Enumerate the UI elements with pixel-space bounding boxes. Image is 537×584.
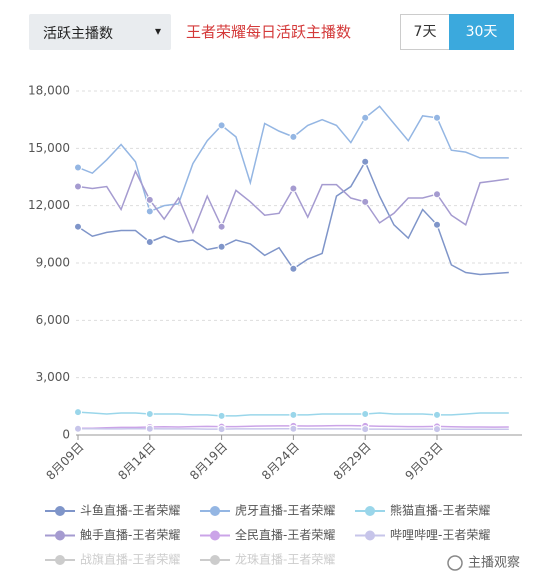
legend-item: 龙珠直播-王者荣耀 <box>200 553 335 567</box>
point <box>289 184 298 193</box>
point <box>217 121 226 130</box>
legend-marker <box>55 506 65 516</box>
x-tick-label: 8月19日 <box>187 440 230 483</box>
point <box>145 409 154 418</box>
point <box>289 264 298 273</box>
point <box>74 408 82 417</box>
legend-label: 全民直播-王者荣耀 <box>235 527 335 542</box>
legend-label: 虎牙直播-王者荣耀 <box>235 504 335 518</box>
point <box>74 163 82 172</box>
point <box>361 409 370 418</box>
point <box>217 411 226 420</box>
point <box>289 424 298 433</box>
point <box>361 197 370 206</box>
y-tick-label: 6,000 <box>36 313 70 327</box>
point <box>74 424 82 433</box>
point <box>433 425 441 434</box>
point <box>433 220 441 229</box>
legend-marker <box>210 555 220 565</box>
x-tick-label: 8月14日 <box>115 440 158 483</box>
point <box>361 157 370 166</box>
point <box>361 425 370 434</box>
point <box>361 113 370 122</box>
point <box>289 132 298 141</box>
range-button[interactable]: 30天 <box>449 14 514 50</box>
y-tick-label: 3,000 <box>36 370 70 384</box>
legend-label: 战旗直播-王者荣耀 <box>80 552 180 567</box>
legend-label: 熊猫直播-王者荣耀 <box>390 503 490 518</box>
dropdown[interactable]: 活跃主播数 ▾ <box>29 14 171 50</box>
watermark: 主播观察 <box>447 555 520 571</box>
x-tick-label: 8月09日 <box>44 440 87 483</box>
x-tick-label: 8月24日 <box>259 440 302 483</box>
x-tick-label: 9月03日 <box>403 440 446 483</box>
legend-label: 触手直播-王者荣耀 <box>80 528 180 542</box>
legend-label: 斗鱼直播-王者荣耀 <box>80 504 180 518</box>
legend-item: 虎牙直播-王者荣耀 <box>200 504 335 518</box>
y-tick-label: 9,000 <box>36 256 70 270</box>
legend-item: 斗鱼直播-王者荣耀 <box>45 504 180 518</box>
legend-item: 战旗直播-王者荣耀 <box>45 552 180 567</box>
legend-marker <box>365 506 375 516</box>
y-tick-label: 12,000 <box>28 198 70 212</box>
y-tick-label: 15,000 <box>28 141 70 155</box>
x-tick-label: 8月29日 <box>331 440 374 483</box>
dropdown-arrow: ▾ <box>155 24 162 38</box>
chart-title: 王者荣耀每日活跃主播数 <box>186 23 352 41</box>
legend-item: 触手直播-王者荣耀 <box>45 528 180 542</box>
point <box>145 424 154 433</box>
series-line <box>77 160 509 276</box>
point <box>433 410 441 419</box>
y-tick-label: 0 <box>62 428 70 442</box>
legend-marker <box>55 530 65 541</box>
dropdown-label: 活跃主播数 <box>43 26 113 42</box>
legend-marker <box>210 506 220 516</box>
legend-label: 哔哩哔哩-王者荣耀 <box>390 528 490 542</box>
legend-item: 全民直播-王者荣耀 <box>200 527 335 542</box>
legend-marker <box>365 530 375 541</box>
legend-marker <box>210 530 220 541</box>
point <box>433 113 441 122</box>
legend-item: 哔哩哔哩-王者荣耀 <box>355 528 490 542</box>
watermark-text: 主播观察 <box>468 556 520 571</box>
point <box>145 207 154 216</box>
point <box>217 242 226 251</box>
legend-label: 龙珠直播-王者荣耀 <box>235 553 335 567</box>
point <box>145 237 154 246</box>
series-line <box>77 169 509 235</box>
legend-marker <box>55 555 65 565</box>
series-line <box>77 105 509 213</box>
point <box>74 222 82 231</box>
point <box>145 195 154 204</box>
point <box>217 222 226 231</box>
point <box>217 425 226 434</box>
point <box>74 182 82 191</box>
point <box>433 190 441 199</box>
point <box>289 410 298 419</box>
y-tick-label: 18,000 <box>28 84 70 98</box>
legend-item: 熊猫直播-王者荣耀 <box>355 503 490 518</box>
